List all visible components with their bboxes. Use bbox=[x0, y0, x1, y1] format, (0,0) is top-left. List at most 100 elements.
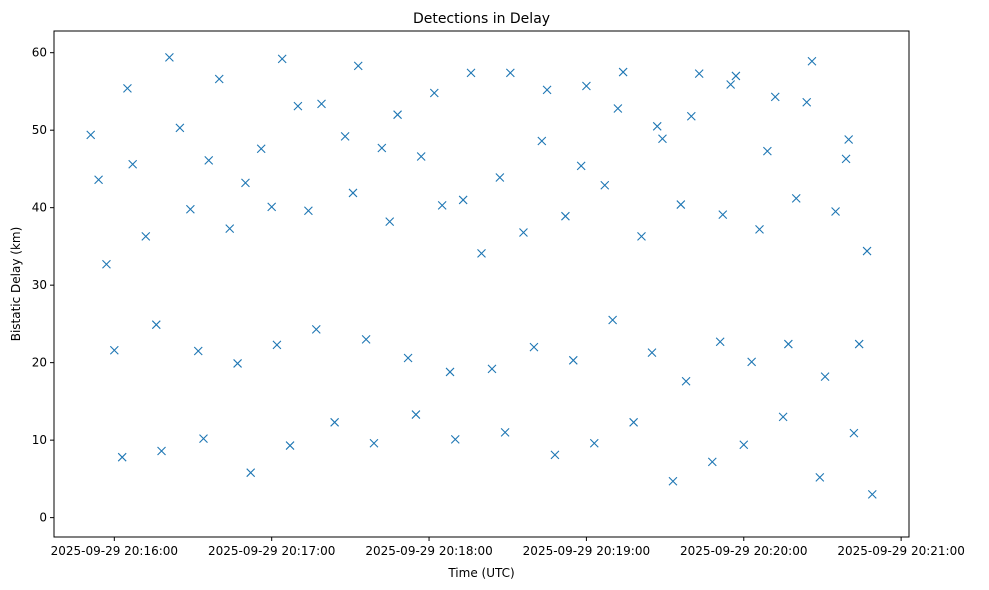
data-point bbox=[600, 180, 610, 190]
data-point bbox=[487, 364, 497, 374]
data-point bbox=[629, 417, 639, 427]
data-point bbox=[849, 428, 859, 438]
data-point bbox=[340, 131, 350, 141]
data-point bbox=[854, 339, 864, 349]
data-point bbox=[393, 110, 402, 120]
data-point bbox=[429, 88, 439, 98]
data-point bbox=[477, 249, 486, 258]
data-point bbox=[277, 54, 287, 64]
y-tick-label: 0 bbox=[39, 511, 47, 525]
x-tick-label: 2025-09-29 20:19:00 bbox=[523, 544, 650, 558]
data-point bbox=[618, 67, 628, 77]
data-point bbox=[267, 202, 277, 212]
data-point bbox=[770, 92, 780, 102]
data-point bbox=[199, 434, 208, 443]
data-point bbox=[589, 438, 599, 448]
data-point bbox=[293, 101, 303, 111]
x-tick-label: 2025-09-29 20:17:00 bbox=[208, 544, 335, 558]
data-point bbox=[802, 97, 812, 107]
data-point bbox=[791, 193, 801, 203]
data-point bbox=[175, 123, 185, 133]
data-point bbox=[608, 315, 618, 325]
data-point bbox=[285, 441, 295, 450]
x-axis-ticks: 2025-09-29 20:16:00 2025-09-29 20:17:00 20… bbox=[51, 537, 965, 558]
y-tick-label: 50 bbox=[32, 123, 47, 137]
data-point bbox=[658, 134, 667, 144]
chart-title: Detections in Delay bbox=[413, 11, 550, 27]
plot-frame bbox=[53, 30, 910, 538]
data-point bbox=[225, 224, 235, 233]
y-axis-ticks: 0 10 20 30 40 50 60 bbox=[32, 46, 54, 525]
x-axis-title: Time (UTC) bbox=[447, 566, 514, 580]
data-point bbox=[519, 228, 528, 237]
data-point bbox=[726, 80, 736, 89]
data-point bbox=[815, 472, 825, 482]
data-point bbox=[820, 372, 830, 381]
data-point bbox=[613, 104, 623, 113]
data-point bbox=[117, 452, 127, 462]
data-point bbox=[778, 412, 788, 422]
data-point bbox=[652, 121, 662, 131]
data-point bbox=[450, 434, 460, 444]
data-point bbox=[377, 143, 387, 153]
data-point bbox=[416, 152, 426, 161]
data-point bbox=[694, 69, 704, 79]
data-point bbox=[361, 335, 371, 344]
data-point bbox=[582, 81, 591, 91]
data-point bbox=[676, 200, 686, 209]
data-point bbox=[214, 74, 224, 84]
data-point bbox=[844, 135, 854, 144]
data-point bbox=[862, 246, 872, 256]
y-axis-title: Bistatic Delay (km) bbox=[9, 227, 23, 342]
data-point bbox=[445, 367, 455, 377]
data-point bbox=[94, 175, 103, 185]
data-points bbox=[86, 52, 877, 499]
data-point bbox=[123, 83, 132, 93]
data-point bbox=[681, 376, 691, 386]
data-point bbox=[561, 211, 570, 221]
data-point bbox=[311, 324, 321, 334]
data-point bbox=[542, 85, 552, 95]
x-tick-label: 2025-09-29 20:16:00 bbox=[51, 544, 178, 558]
data-point bbox=[353, 61, 363, 71]
data-point bbox=[637, 231, 646, 241]
x-tick-label: 2025-09-29 20:21:00 bbox=[837, 544, 964, 558]
data-point bbox=[246, 468, 256, 478]
y-tick-label: 40 bbox=[32, 201, 47, 215]
data-point bbox=[458, 195, 468, 205]
data-point bbox=[550, 450, 560, 460]
y-tick-label: 60 bbox=[32, 46, 47, 60]
data-point bbox=[385, 217, 395, 227]
data-point bbox=[403, 353, 413, 363]
data-point bbox=[783, 339, 793, 349]
data-point bbox=[831, 207, 840, 216]
plot-area bbox=[54, 31, 909, 537]
data-point bbox=[466, 68, 476, 78]
data-point bbox=[505, 68, 515, 78]
data-point bbox=[233, 359, 242, 368]
data-point bbox=[317, 99, 326, 109]
x-tick-label: 2025-09-29 20:18:00 bbox=[365, 544, 492, 558]
data-point bbox=[102, 259, 111, 269]
y-tick-label: 30 bbox=[32, 278, 47, 292]
data-point bbox=[304, 206, 313, 216]
data-point bbox=[204, 156, 214, 165]
data-point bbox=[537, 136, 547, 146]
y-tick-label: 20 bbox=[32, 356, 47, 370]
data-point bbox=[731, 71, 741, 81]
data-point bbox=[369, 438, 379, 448]
data-point bbox=[647, 348, 657, 357]
data-point bbox=[185, 204, 195, 214]
data-point bbox=[141, 231, 151, 241]
data-point bbox=[867, 489, 877, 499]
data-point bbox=[256, 144, 266, 154]
data-point bbox=[241, 178, 250, 188]
data-point bbox=[762, 146, 772, 156]
data-point bbox=[193, 346, 203, 356]
data-point bbox=[348, 188, 358, 198]
data-point bbox=[128, 159, 138, 169]
data-point bbox=[841, 154, 851, 164]
data-point bbox=[576, 161, 586, 171]
data-point bbox=[109, 345, 119, 355]
